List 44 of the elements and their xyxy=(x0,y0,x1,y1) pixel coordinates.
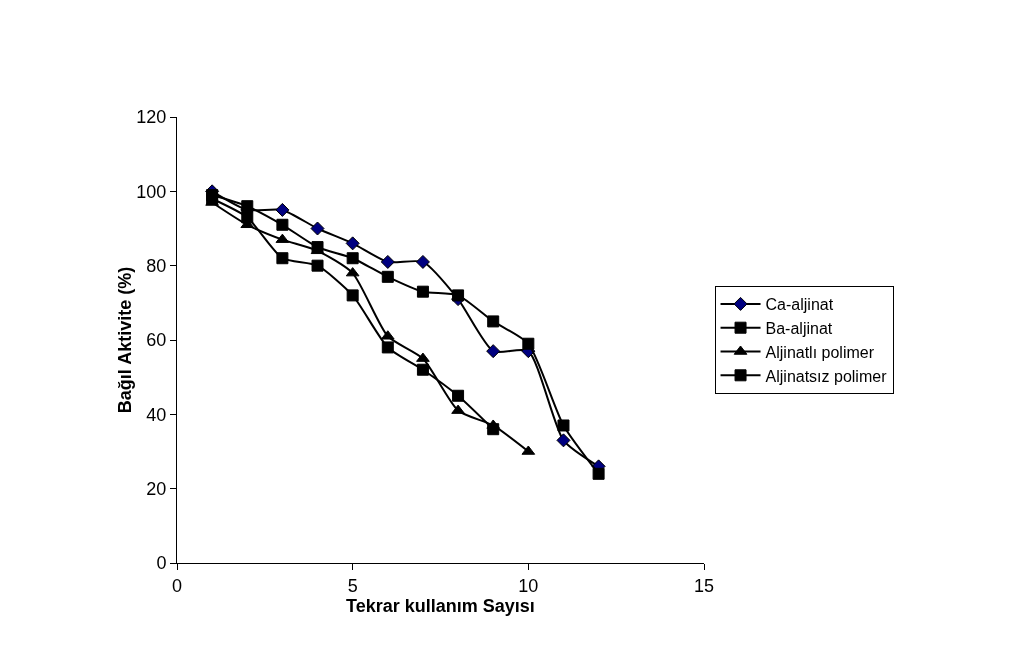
point xyxy=(416,285,429,298)
y-tick-label: 0 xyxy=(156,553,167,574)
x-tick-label: 0 xyxy=(171,575,183,596)
point xyxy=(522,337,535,350)
point xyxy=(241,200,254,213)
point xyxy=(452,289,465,302)
point xyxy=(451,404,465,414)
point xyxy=(345,236,360,251)
point xyxy=(556,433,571,448)
point xyxy=(346,289,359,302)
legend-label: Aljinatlı polimer xyxy=(765,343,875,361)
y-tick-label: 20 xyxy=(146,478,167,499)
point xyxy=(381,341,394,354)
x-axis-title: Tekrar kullanım Sayısı xyxy=(346,595,535,616)
point xyxy=(557,419,570,432)
y-tick-label: 100 xyxy=(136,181,167,202)
point xyxy=(310,221,325,236)
legend-label: Ba-aljinat xyxy=(765,319,833,337)
point xyxy=(311,259,324,272)
point xyxy=(276,252,289,265)
x-tick-label: 10 xyxy=(518,575,539,596)
point xyxy=(276,218,289,231)
point xyxy=(452,389,465,402)
point xyxy=(381,270,394,283)
point xyxy=(487,423,500,436)
point xyxy=(346,252,359,265)
y-tick-label: 80 xyxy=(146,255,167,276)
point xyxy=(415,254,430,269)
point xyxy=(241,211,254,224)
point xyxy=(416,363,429,376)
y-tick-label: 120 xyxy=(136,107,167,128)
point xyxy=(486,344,501,359)
point xyxy=(275,202,290,217)
x-tick-label: 15 xyxy=(693,575,715,596)
point xyxy=(380,254,395,269)
legend-label: Aljinatsız polimer xyxy=(765,367,888,385)
point xyxy=(416,352,430,362)
y-tick-label: 40 xyxy=(146,404,167,425)
point xyxy=(592,467,605,480)
y-axis-title: Bağıl Aktivite (%) xyxy=(115,266,135,414)
point xyxy=(487,315,500,328)
legend-label: Ca-aljinat xyxy=(765,296,834,314)
y-tick-label: 60 xyxy=(146,330,167,351)
x-tick-label: 5 xyxy=(347,575,358,596)
